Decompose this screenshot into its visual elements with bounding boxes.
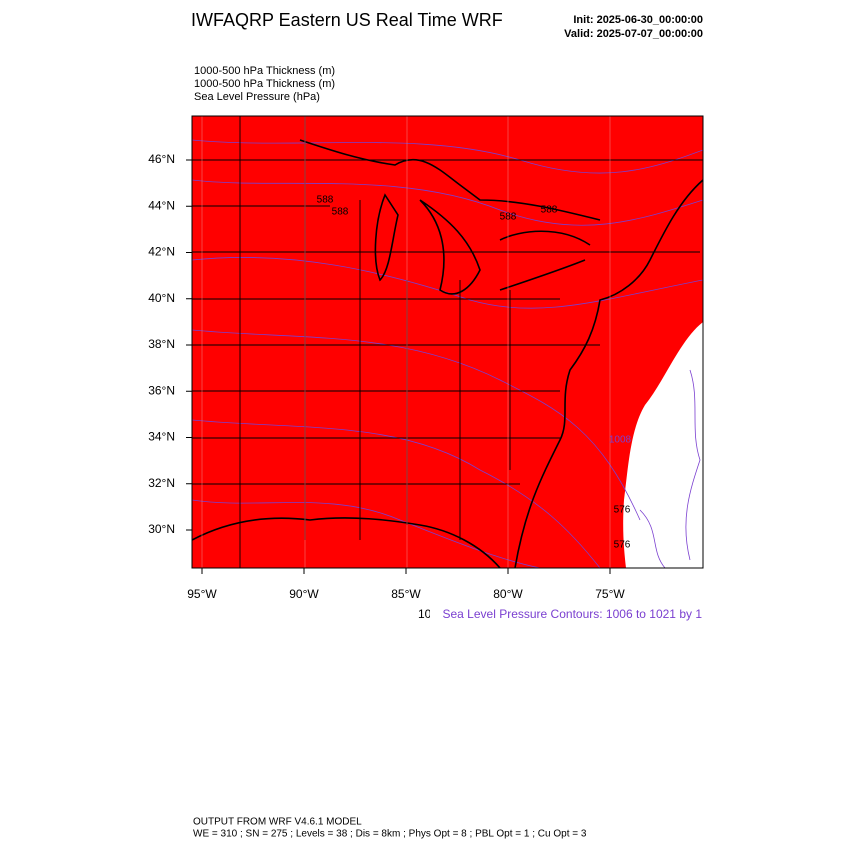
- contour-label: 588: [332, 207, 349, 218]
- pressure-contours: [192, 139, 703, 568]
- lat-label: 44°N: [148, 198, 175, 212]
- lon-label: 95°W: [187, 587, 217, 601]
- field-label: 1000-500 hPa Thickness (m): [194, 78, 335, 90]
- contour-labels: 588 588 588 588 576 576 1008: [317, 195, 632, 551]
- contour-label: 576: [614, 505, 631, 516]
- lon-label: 90°W: [289, 587, 319, 601]
- contour-label: 576: [614, 540, 631, 551]
- lat-label: 42°N: [148, 245, 175, 259]
- lon-label: 80°W: [493, 587, 523, 601]
- init-time: Init: 2025-06-30_00:00:00: [573, 14, 703, 26]
- contour-label: 588: [500, 212, 517, 223]
- lat-axis: 46°N 44°N 42°N 40°N 38°N 36°N 34°N 32°N 30°N: [148, 152, 192, 536]
- valid-time: Valid: 2025-07-07_00:00:00: [564, 28, 703, 40]
- map: [191, 115, 704, 569]
- field-label: 1000-500 hPa Thickness (m): [194, 65, 335, 77]
- lat-label: 38°N: [148, 337, 175, 351]
- footer-params: WE = 310 ; SN = 275 ; Levels = 38 ; Dis …: [193, 829, 587, 840]
- lat-label: 36°N: [148, 383, 175, 397]
- lon-label: 85°W: [391, 587, 421, 601]
- title: IWFAQRP Eastern US Real Time WRF: [191, 10, 503, 30]
- graticule: [201, 116, 611, 568]
- lat-label: 34°N: [148, 430, 175, 444]
- caption: Sea Level Pressure Contours: 1006 to 102…: [443, 607, 703, 621]
- lon-axis: 95°W 90°W 85°W 80°W 75°W: [187, 568, 625, 601]
- lat-label: 32°N: [148, 476, 175, 490]
- lat-label: 40°N: [148, 291, 175, 305]
- contour-label: 588: [317, 195, 334, 206]
- caption-backing: [430, 606, 704, 624]
- map-fill: [192, 116, 703, 568]
- lon-label: 75°W: [595, 587, 625, 601]
- footer-model: OUTPUT FROM WRF V4.6.1 MODEL: [193, 817, 362, 828]
- lat-label: 46°N: [148, 152, 175, 166]
- coastlines: [192, 139, 703, 568]
- outside-domain: [623, 322, 703, 568]
- contour-label: 588: [541, 205, 558, 216]
- field-label: Sea Level Pressure (hPa): [194, 91, 320, 103]
- lat-label: 30°N: [148, 522, 175, 536]
- map-frame: [191, 115, 704, 569]
- contour-label: 1008: [609, 435, 632, 446]
- caption-clipped: 10: [418, 607, 432, 621]
